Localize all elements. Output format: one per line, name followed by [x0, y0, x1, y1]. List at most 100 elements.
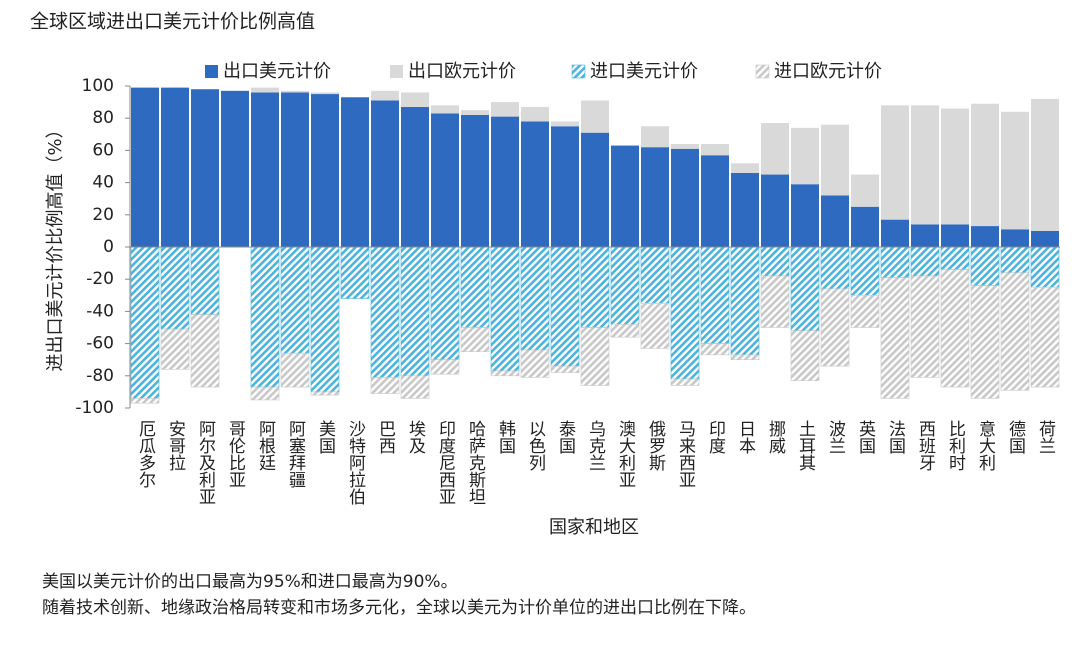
y-tick-label: 80 — [92, 108, 114, 128]
bar — [910, 275, 940, 378]
bar — [491, 116, 519, 247]
bar — [851, 174, 879, 207]
x-tick-label: 挪威 — [765, 420, 786, 455]
x-tick-label: 韩国 — [495, 420, 516, 454]
x-tick-label: 巴西 — [375, 420, 395, 454]
bar — [250, 246, 280, 388]
bar — [461, 114, 489, 247]
bar — [671, 148, 699, 247]
legend-label: 进口欧元计价 — [774, 61, 882, 82]
bar — [280, 246, 310, 354]
bar — [730, 354, 760, 360]
bar — [1000, 246, 1030, 274]
bar — [580, 327, 610, 386]
bar — [941, 224, 969, 247]
bar — [640, 246, 670, 304]
x-tick-label: 印度尼西亚 — [435, 420, 456, 505]
bar — [610, 246, 640, 325]
bar — [310, 391, 340, 396]
legend-label: 出口欧元计价 — [408, 61, 516, 82]
bar — [640, 303, 670, 349]
bar — [851, 206, 879, 247]
bar — [281, 90, 309, 93]
bar — [790, 330, 820, 381]
bar — [611, 145, 639, 247]
chart-title: 全球区域进出口美元计价比例高值 — [30, 11, 315, 33]
legend-label: 进口美元计价 — [590, 61, 698, 82]
bar — [701, 143, 729, 156]
x-tick-label: 比利时 — [945, 420, 966, 471]
bar — [311, 94, 339, 247]
x-tick-label: 哈萨克斯坦 — [465, 420, 486, 505]
bar — [581, 100, 609, 133]
bar — [701, 155, 729, 247]
bar — [670, 246, 700, 380]
bar — [911, 105, 939, 225]
bar — [431, 105, 459, 114]
bar — [671, 143, 699, 149]
bar — [130, 246, 160, 399]
bar — [160, 246, 190, 330]
bar — [820, 246, 850, 290]
bar — [941, 108, 969, 225]
x-tick-label: 安哥拉 — [165, 420, 186, 472]
bar — [191, 89, 219, 247]
bar — [251, 92, 279, 247]
bar — [551, 126, 579, 247]
bar — [430, 359, 460, 375]
bar — [1030, 286, 1060, 388]
bar — [370, 246, 400, 378]
x-tick-label: 德国 — [1005, 420, 1026, 454]
bar — [760, 275, 790, 328]
bar — [821, 124, 849, 196]
x-tick-label: 沙特阿拉伯 — [345, 420, 366, 505]
bar — [370, 377, 400, 394]
bar — [371, 100, 399, 248]
legend-swatch — [571, 64, 586, 79]
y-tick-label: 100 — [82, 76, 114, 96]
bar — [551, 121, 579, 127]
annotation: 随着技术创新、地缘政治格局转变和市场多元化，全球以美元为计价单位的进出口比例在下… — [42, 598, 756, 618]
bar — [820, 288, 850, 367]
bar — [580, 246, 610, 328]
bar — [310, 246, 340, 393]
bar — [550, 246, 580, 367]
y-axis-label: 进出口美元计价比例高值（%） — [45, 120, 66, 371]
x-tick-label: 俄罗斯 — [645, 420, 666, 472]
x-axis-label: 国家和地区 — [549, 517, 639, 538]
x-tick-label: 波兰 — [825, 420, 846, 454]
y-tick-label: -80 — [86, 366, 114, 386]
x-tick-label: 阿根廷 — [255, 420, 276, 471]
legend-label: 出口美元计价 — [223, 61, 331, 82]
x-tick-label: 土耳其 — [795, 420, 816, 471]
bar — [971, 103, 999, 227]
x-tick-label: 法国 — [885, 420, 906, 454]
x-tick-label: 乌克兰 — [585, 420, 606, 471]
x-tick-label: 英国 — [855, 420, 876, 454]
legend-swatch — [755, 64, 770, 79]
bar — [731, 163, 759, 173]
bar — [1000, 272, 1030, 391]
bar — [911, 224, 939, 247]
bar — [250, 386, 280, 401]
bar — [281, 92, 309, 247]
bar — [490, 370, 520, 377]
x-tick-label: 阿尔及利亚 — [195, 420, 216, 505]
y-tick-label: -40 — [86, 301, 114, 321]
x-tick-label: 马来西亚 — [675, 420, 696, 488]
bar — [670, 378, 700, 386]
x-tick-label: 荷兰 — [1035, 420, 1056, 454]
bar — [340, 246, 370, 299]
bar — [161, 87, 189, 247]
bar — [430, 246, 460, 360]
bar — [700, 246, 730, 344]
bar — [880, 277, 910, 399]
bar — [761, 174, 789, 247]
bar — [940, 269, 970, 388]
x-tick-label: 日本 — [735, 420, 756, 454]
bar — [521, 121, 549, 247]
bar — [490, 246, 520, 372]
bar — [520, 349, 550, 378]
bar — [760, 246, 790, 277]
bar — [460, 246, 490, 328]
